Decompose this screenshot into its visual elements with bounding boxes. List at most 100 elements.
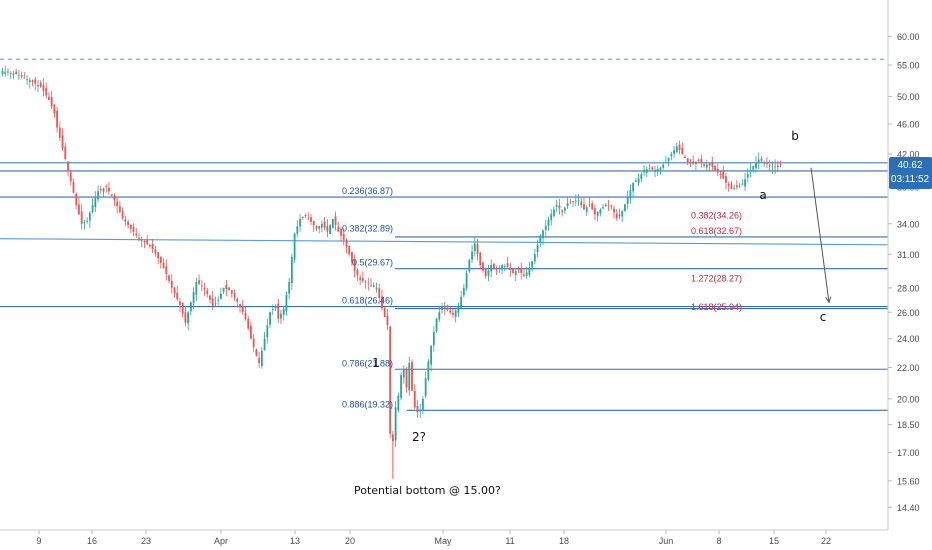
candle-body: [435, 318, 438, 332]
fib-label: 0.786(21.88): [342, 358, 393, 368]
candle-body: [730, 184, 733, 189]
candle-body: [700, 159, 703, 164]
projection-arrow[interactable]: [810, 167, 832, 304]
candle-body: [370, 285, 372, 287]
candle-body: [422, 398, 424, 410]
candle-body: [105, 186, 108, 188]
candle-body: [94, 198, 97, 207]
time-tick-label: 18: [559, 536, 569, 546]
candle-body: [703, 164, 706, 167]
candle-body: [476, 243, 479, 255]
candle-body: [495, 270, 498, 272]
candle-body: [326, 226, 329, 232]
candle-body: [189, 302, 192, 312]
candle-body: [503, 266, 506, 267]
candle-body: [452, 312, 454, 315]
candle-body: [266, 325, 269, 338]
price-tick-label: 17.00: [897, 448, 920, 458]
candle-body: [149, 245, 151, 247]
candle-body: [462, 287, 465, 296]
trend-line[interactable]: [0, 238, 889, 246]
candle-body: [12, 73, 15, 76]
candle-body: [116, 201, 119, 207]
candle-body: [449, 310, 452, 313]
candle-body: [779, 164, 782, 166]
candle-body: [80, 211, 83, 224]
candle-body: [56, 110, 58, 128]
candle-body: [83, 222, 86, 224]
projection-line[interactable]: [810, 167, 830, 303]
candles: [1, 65, 782, 479]
candle-body: [244, 313, 247, 319]
candle-body: [209, 295, 211, 300]
candle-body: [738, 185, 741, 187]
candle-body: [637, 178, 640, 184]
candle-body: [124, 219, 127, 222]
time-tick-label: Jun: [659, 536, 674, 546]
candle-body: [293, 233, 296, 260]
candle-body: [563, 207, 566, 211]
candle-body: [334, 216, 337, 226]
horizontal-lines[interactable]: [0, 58, 889, 411]
candle-body: [187, 312, 190, 324]
candle-body: [591, 203, 594, 210]
candle-body: [645, 169, 648, 173]
candle-body: [168, 275, 170, 281]
candle-body: [697, 160, 700, 162]
candle-body: [225, 284, 228, 290]
candle-body: [214, 302, 217, 304]
candle-body: [632, 182, 635, 192]
candle-body: [72, 182, 75, 193]
candle-body: [170, 280, 173, 288]
candle-body: [220, 293, 222, 299]
candle-body: [656, 168, 659, 172]
candle-body: [15, 71, 18, 75]
candle-body: [118, 206, 121, 213]
candle-body: [211, 298, 214, 307]
time-tick-label: 20: [345, 536, 355, 546]
candle-body: [361, 278, 364, 281]
candle-body: [200, 285, 203, 287]
time-tick-label: 13: [290, 536, 300, 546]
candle-body: [547, 219, 550, 226]
candle-body: [654, 170, 656, 172]
candle-body: [411, 361, 413, 391]
candle-body: [725, 176, 727, 183]
candle-body: [509, 267, 512, 271]
candle-body: [776, 165, 779, 168]
candle-body: [239, 303, 241, 307]
candle-body: [528, 268, 531, 276]
candle-body: [446, 308, 449, 310]
price-tick-label: 24.00: [897, 334, 920, 344]
candle-body: [588, 204, 591, 206]
time-tick-label: 11: [505, 536, 514, 546]
candle-body: [482, 262, 484, 271]
candle-body: [351, 252, 353, 263]
time-axis[interactable]: 9 16 23 Apr 13 20 May 11 18 Jun 8 15 22: [36, 530, 831, 546]
candle-body: [7, 71, 9, 73]
candle-body: [67, 161, 69, 171]
fib-label: 0.382(34.26): [691, 210, 742, 220]
candle-body: [69, 172, 72, 182]
candle-body: [290, 256, 293, 284]
candle-body: [716, 168, 719, 173]
last-price-value: 40.62: [897, 160, 922, 171]
candle-body: [400, 375, 402, 398]
candle-body: [501, 265, 503, 269]
candle-body: [517, 269, 520, 271]
candle-body: [228, 287, 230, 291]
candle-body: [692, 161, 695, 164]
candle-body: [271, 309, 274, 310]
candle-body: [471, 251, 473, 260]
candle-body: [321, 223, 323, 228]
candle-body: [757, 159, 760, 164]
time-tick-label: 9: [36, 536, 41, 546]
candle-body: [157, 252, 160, 259]
candle-body: [206, 290, 209, 294]
candle-body: [359, 277, 362, 280]
price-tick-label: 42.00: [897, 150, 920, 160]
candle-body: [367, 283, 370, 285]
candle-body: [9, 72, 12, 74]
last-price-tag: 40.62 03:11:52: [889, 157, 932, 190]
